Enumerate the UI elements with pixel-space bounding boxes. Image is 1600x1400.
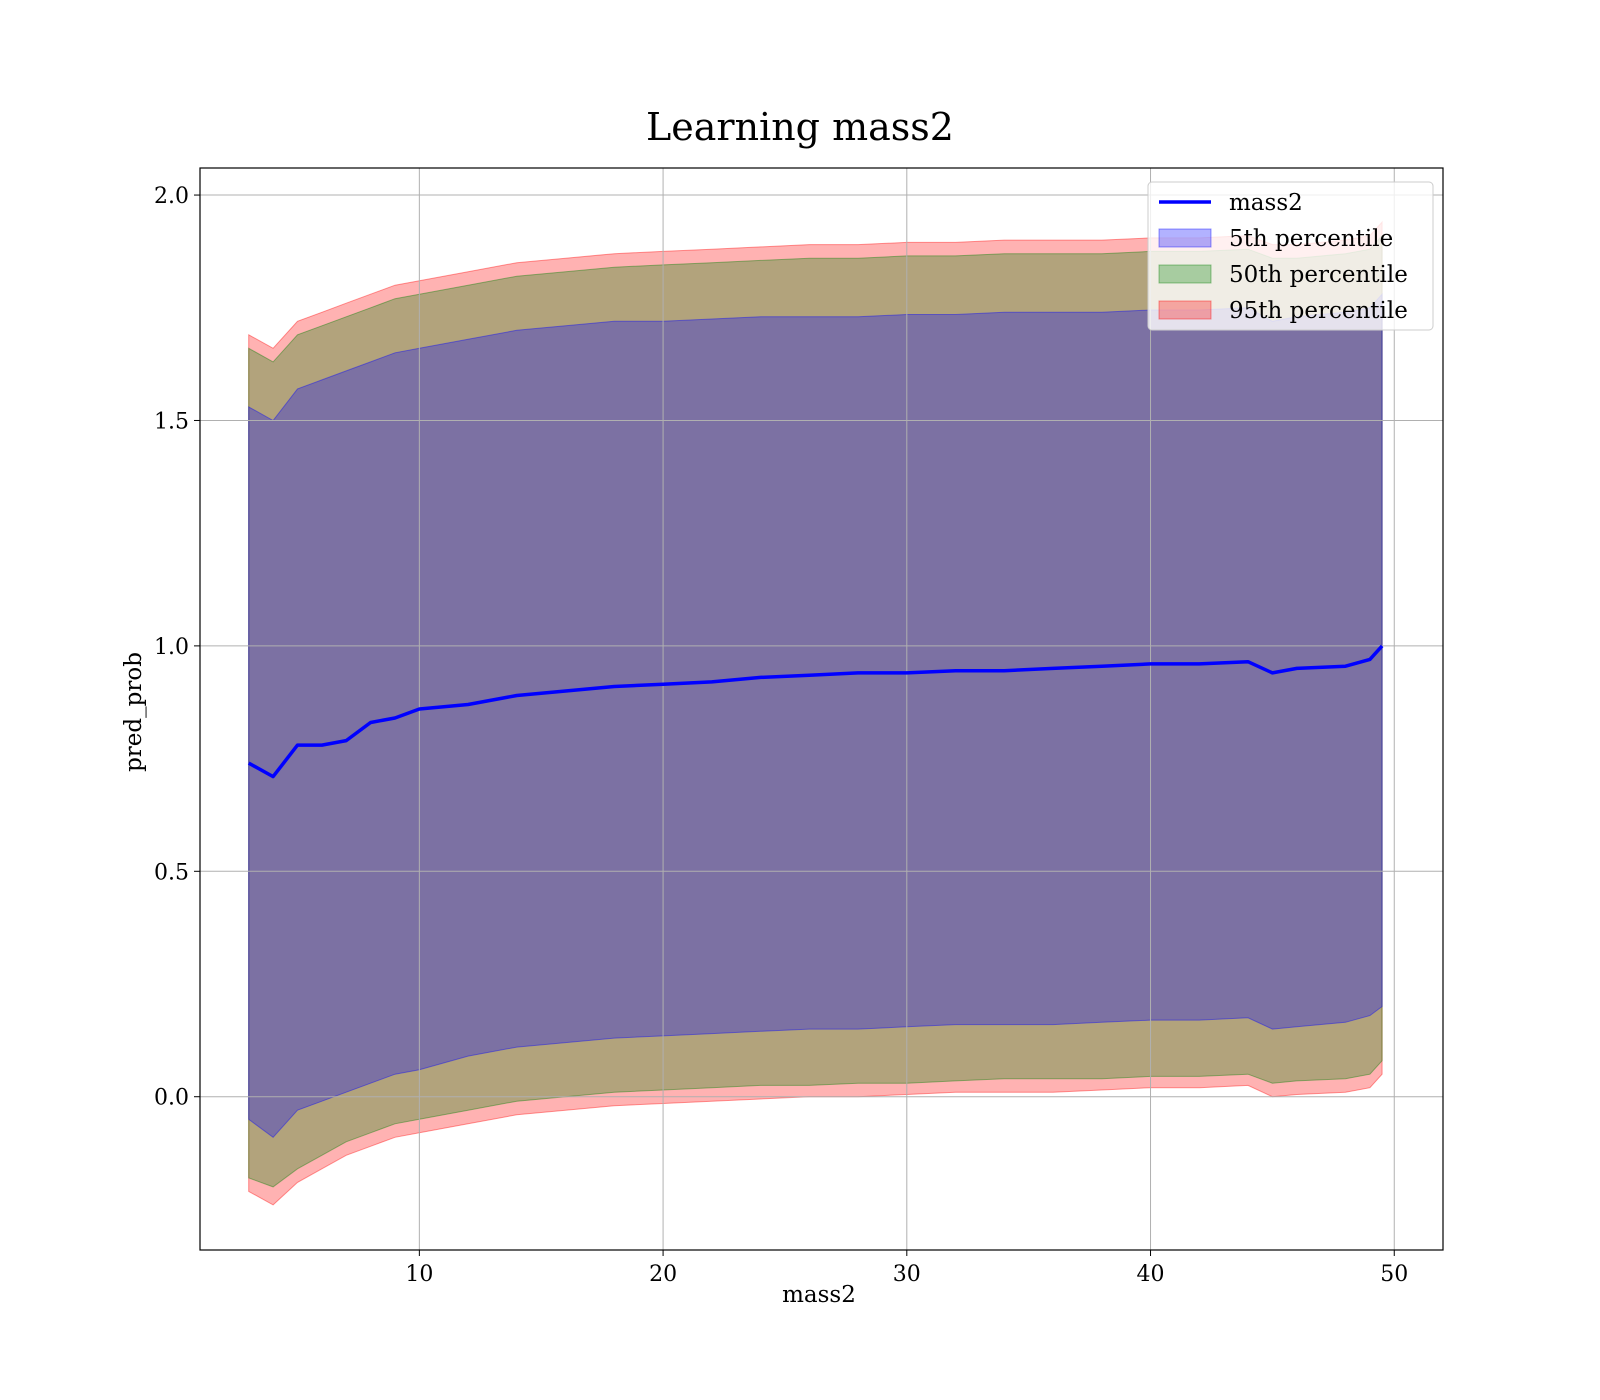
grid-group — [200, 168, 1443, 1250]
band-95th-percentile — [248, 220, 1383, 1206]
legend-label-1: 5th percentile — [1229, 226, 1393, 252]
y-tick-label-0: 0.0 — [154, 1086, 189, 1111]
y-tick-label-3: 1.5 — [154, 409, 189, 434]
x-tick-label-3: 40 — [1137, 1262, 1165, 1287]
chart-title: Learning mass2 — [646, 105, 954, 149]
band-5th-percentile — [248, 292, 1383, 1138]
legend-label-3: 95th percentile — [1229, 298, 1408, 324]
band-50th-percentile — [248, 234, 1383, 1188]
lines-group — [247, 644, 1384, 779]
legend-label-2: 50th percentile — [1229, 262, 1408, 288]
y-ticks: 0.0 0.5 1.0 1.5 2.0 — [154, 184, 200, 1111]
legend-label-0: mass2 — [1229, 190, 1303, 216]
legend-box — [1147, 181, 1434, 331]
x-tick-label-1: 20 — [649, 1262, 677, 1287]
legend: mass2 5th percentile 50th percentile 95th p… — [1147, 181, 1434, 331]
y-tick-label-1: 0.5 — [154, 860, 189, 885]
x-axis-label: mass2 — [782, 1282, 856, 1308]
series-line-mass2 — [247, 644, 1384, 779]
legend-swatch-1 — [1158, 228, 1212, 248]
plot-frame — [199, 167, 1444, 1251]
y-axis-label: pred_prob — [121, 652, 147, 772]
x-tick-label-2: 30 — [893, 1262, 921, 1287]
y-tick-label-4: 2.0 — [154, 184, 189, 209]
x-ticks: 10 20 30 40 50 — [405, 1250, 1408, 1287]
bands-group — [248, 220, 1383, 1206]
x-tick-label-0: 10 — [405, 1262, 433, 1287]
legend-swatch-3 — [1158, 300, 1212, 320]
x-tick-label-4: 50 — [1380, 1262, 1408, 1287]
plot-area — [199, 167, 1444, 1251]
y-tick-label-2: 1.0 — [154, 635, 189, 660]
legend-swatch-2 — [1158, 264, 1212, 284]
